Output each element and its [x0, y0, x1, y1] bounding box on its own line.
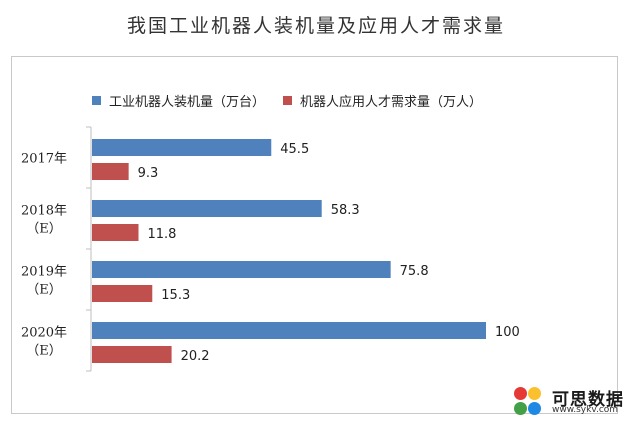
data-label-installations: 75.8 — [400, 264, 429, 279]
data-label-installations: 58.3 — [331, 203, 360, 218]
bar-installations — [92, 261, 391, 278]
bar-talent-demand — [92, 285, 153, 302]
chart-title: 我国工业机器人装机量及应用人才需求量 — [126, 15, 505, 37]
data-label-installations: 100 — [495, 325, 520, 340]
watermark-logo: 可思数据 www.sykv.com — [512, 384, 630, 422]
bar-talent-demand — [92, 224, 139, 241]
legend-swatch-talent-demand — [283, 95, 293, 105]
data-label-talent-demand: 9.3 — [138, 166, 159, 181]
legend-item-talent-demand: 机器人应用人才需求量（万人） — [283, 91, 482, 110]
data-label-talent-demand: 15.3 — [161, 288, 190, 303]
bar-installations — [92, 139, 272, 156]
data-label-talent-demand: 11.8 — [147, 227, 176, 242]
bar-talent-demand — [92, 346, 172, 363]
watermark-name: 可思数据 — [552, 390, 624, 410]
category-label: 2018年（E） — [21, 204, 67, 237]
category-label: 2017年 — [21, 152, 67, 167]
category-label: 2019年（E） — [21, 265, 67, 298]
bar-installations — [92, 322, 486, 339]
legend-label-installations: 工业机器人装机量（万台） — [109, 94, 266, 110]
category-label: 2020年（E） — [21, 326, 67, 359]
watermark-dots-icon — [512, 386, 550, 420]
legend-swatch-installations — [92, 95, 101, 105]
watermark-url: www.sykv.com — [552, 405, 619, 415]
legend-label-talent-demand: 机器人应用人才需求量（万人） — [300, 94, 483, 110]
legend-item-installations: 工业机器人装机量（万台） — [92, 91, 265, 110]
data-label-talent-demand: 20.2 — [181, 349, 210, 364]
bar-installations — [92, 200, 322, 217]
chart-legend: 工业机器人装机量（万台） 机器人应用人才需求量（万人） — [92, 90, 500, 110]
data-label-installations: 45.5 — [280, 142, 309, 157]
bar-talent-demand — [92, 163, 129, 180]
